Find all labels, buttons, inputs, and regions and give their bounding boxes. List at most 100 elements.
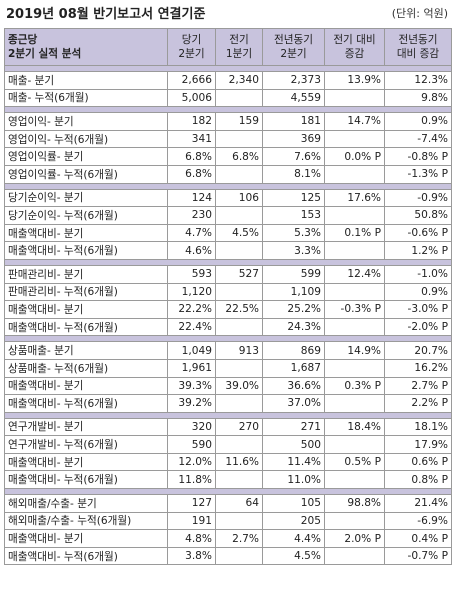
row-label: 영업이익- 분기 — [4, 112, 168, 131]
table-row: 상품매출- 누적(6개월) 1,961 1,687 16.2% — [4, 358, 452, 378]
yoy-change-value: 18.1% — [384, 417, 452, 437]
table-row: 판매관리비- 분기 593 527 599 12.4% -1.0% — [4, 264, 452, 284]
previous-value: 22.5% — [215, 300, 263, 319]
row-label: 당기순이익- 누적(6개월) — [4, 206, 168, 225]
year-ago-value: 36.6% — [262, 376, 325, 396]
qoq-change-value — [324, 435, 385, 454]
previous-value — [215, 88, 263, 108]
previous-value: 270 — [215, 417, 263, 437]
previous-value — [215, 435, 263, 454]
current-value: 4.8% — [167, 529, 216, 548]
current-value: 182 — [167, 112, 216, 131]
group-separator-cell — [4, 411, 452, 419]
row-label: 매출액대비- 누적(6개월) — [4, 394, 168, 413]
year-ago-value: 1,687 — [262, 358, 325, 378]
qoq-change-value: 2.0% P — [324, 529, 385, 548]
row-label: 연구개발비- 분기 — [4, 417, 168, 437]
previous-value: 4.5% — [215, 223, 263, 243]
row-label: 해외매출/수출- 분기 — [4, 494, 168, 513]
year-ago-value: 205 — [262, 511, 325, 531]
row-label: 매출- 분기 — [4, 71, 168, 90]
previous-value: 2.7% — [215, 529, 263, 548]
qoq-change-value — [324, 511, 385, 531]
previous-value: 64 — [215, 494, 263, 513]
row-label: 영업이익률- 누적(6개월) — [4, 164, 168, 184]
year-ago-value: 153 — [262, 206, 325, 225]
table-row: 해외매출/수출- 누적(6개월) 191 205 -6.9% — [4, 511, 452, 531]
yoy-change-value: 2.2% P — [384, 394, 452, 413]
current-value: 12.0% — [167, 452, 216, 472]
current-value: 127 — [167, 494, 216, 513]
yoy-change-value: 0.4% P — [384, 529, 452, 548]
previous-value: 527 — [215, 264, 263, 284]
qoq-change-value — [324, 282, 385, 302]
table-row: 매출액대비- 누적(6개월) 11.8% 11.0% 0.8% P — [4, 470, 452, 490]
row-label: 해외매출/수출- 누적(6개월) — [4, 511, 168, 531]
year-ago-value: 369 — [262, 129, 325, 149]
row-label: 매출액대비- 분기 — [4, 529, 168, 548]
report-title: 2019년 08월 반기보고서 연결기준 — [6, 7, 206, 22]
current-value: 5,006 — [167, 88, 216, 108]
yoy-change-value: -3.0% P — [384, 300, 452, 319]
yoy-change-value: 20.7% — [384, 341, 452, 360]
yoy-change-value: -0.6% P — [384, 223, 452, 243]
year-ago-value: 2,373 — [262, 71, 325, 90]
row-label: 매출액대비- 누적(6개월) — [4, 470, 168, 490]
group-separator-cell — [4, 65, 452, 72]
qoq-change-value — [324, 88, 385, 108]
previous-value — [215, 129, 263, 149]
row-label: 판매관리비- 누적(6개월) — [4, 282, 168, 302]
qoq-change-value — [324, 129, 385, 149]
year-ago-value: 599 — [262, 264, 325, 284]
year-ago-value: 37.0% — [262, 394, 325, 413]
year-ago-value: 125 — [262, 188, 325, 208]
column-header-current: 당기 2분기 — [167, 28, 216, 66]
table-row: 매출액대비- 분기 4.7% 4.5% 5.3% 0.1% P -0.6% P — [4, 223, 452, 243]
qoq-change-value: 0.1% P — [324, 223, 385, 243]
yoy-change-value: 0.8% P — [384, 470, 452, 490]
yoy-change-value: -1.0% — [384, 264, 452, 284]
qoq-change-value: 0.0% P — [324, 147, 385, 166]
yoy-change-value: -1.3% P — [384, 164, 452, 184]
year-ago-value: 7.6% — [262, 147, 325, 166]
column-header-qoq-change: 전기 대비 증감 — [324, 28, 385, 66]
year-ago-value: 25.2% — [262, 300, 325, 319]
previous-value — [215, 282, 263, 302]
previous-value: 159 — [215, 112, 263, 131]
yoy-change-value: 9.8% — [384, 88, 452, 108]
previous-value — [215, 317, 263, 337]
column-header-previous: 전기 1분기 — [215, 28, 263, 66]
year-ago-value: 869 — [262, 341, 325, 360]
previous-value — [215, 394, 263, 413]
yoy-change-value: 0.9% — [384, 112, 452, 131]
previous-value: 39.0% — [215, 376, 263, 396]
yoy-change-value: -7.4% — [384, 129, 452, 149]
year-ago-value: 4.4% — [262, 529, 325, 548]
qoq-change-value: -0.3% P — [324, 300, 385, 319]
current-value: 4.7% — [167, 223, 216, 243]
group-separator-cell — [4, 258, 452, 266]
year-ago-value: 24.3% — [262, 317, 325, 337]
year-ago-value: 271 — [262, 417, 325, 437]
group-separator-cell — [4, 182, 452, 190]
current-value: 22.2% — [167, 300, 216, 319]
qoq-change-value — [324, 546, 385, 566]
qoq-change-value — [324, 241, 385, 260]
yoy-change-value: 0.6% P — [384, 452, 452, 472]
qoq-change-value: 18.4% — [324, 417, 385, 437]
previous-value — [215, 206, 263, 225]
previous-value — [215, 511, 263, 531]
table-row: 매출액대비- 누적(6개월) 22.4% 24.3% -2.0% P — [4, 317, 452, 337]
table-row: 매출액대비- 누적(6개월) 4.6% 3.3% 1.2% P — [4, 241, 452, 260]
qoq-change-value: 0.3% P — [324, 376, 385, 396]
table-row: 매출액대비- 누적(6개월) 3.8% 4.5% -0.7% P — [4, 546, 452, 566]
yoy-change-value: 12.3% — [384, 71, 452, 90]
previous-value — [215, 241, 263, 260]
row-label: 연구개발비- 누적(6개월) — [4, 435, 168, 454]
current-value: 124 — [167, 188, 216, 208]
current-value: 1,120 — [167, 282, 216, 302]
yoy-change-value: -0.9% — [384, 188, 452, 208]
table-row: 해외매출/수출- 분기 127 64 105 98.8% 21.4% — [4, 494, 452, 513]
column-header-item: 종근당 2분기 실적 분석 — [4, 28, 168, 66]
group-separator — [4, 411, 452, 419]
